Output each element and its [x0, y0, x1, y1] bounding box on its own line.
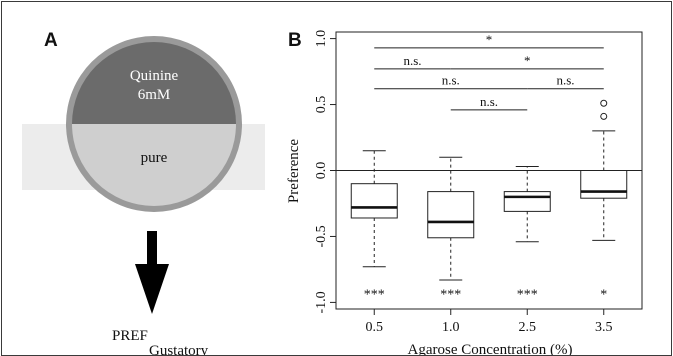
pure-half: [72, 124, 236, 206]
comparison-label: n.s.: [442, 73, 460, 88]
significance-marker: ***: [364, 287, 385, 302]
comparison-label: n.s.: [480, 94, 498, 109]
significance-marker: ***: [440, 287, 461, 302]
x-tick-label: 3.5: [595, 320, 613, 335]
comparison-bar: n.s.: [374, 53, 451, 70]
panel-b-letter: B: [288, 30, 302, 51]
significance-marker: ***: [517, 287, 538, 302]
panel-a-letter: A: [44, 30, 58, 51]
quinine-label: Quinine: [130, 68, 179, 84]
comparison-bar: *: [374, 32, 604, 49]
x-tick-label: 1.0: [442, 320, 460, 335]
y-tick-label: -0.5: [314, 225, 329, 247]
pure-label: pure: [141, 150, 168, 166]
x-axis-label: Agarose Concentration (%): [408, 342, 573, 355]
quinine-concentration-label: 6mM: [138, 87, 171, 103]
comparison-bar: n.s.: [527, 73, 604, 90]
arrow-head: [135, 264, 169, 314]
y-tick-label: 0.0: [314, 162, 329, 180]
iqr-box: [580, 170, 628, 199]
y-tick-label: 1.0: [314, 30, 329, 48]
comparison-bar: n.s.: [374, 73, 528, 90]
comparison-label: *: [524, 53, 531, 68]
y-tick-label: 0.5: [314, 96, 329, 114]
comparison-label: *: [486, 32, 493, 47]
x-tick-label: 2.5: [519, 320, 537, 335]
quinine-half: [72, 42, 236, 124]
outlier-point: [600, 99, 608, 107]
result-label-main: PREF: [112, 328, 148, 344]
box-3-5: [580, 99, 628, 241]
comparison-label: n.s.: [403, 53, 421, 68]
comparison-bar: n.s.: [450, 94, 528, 111]
iqr-box: [427, 191, 475, 239]
y-tick-label: -1.0: [314, 291, 329, 313]
comparison-label: n.s.: [556, 73, 574, 88]
iqr-box: [350, 183, 398, 219]
box-1-0: [427, 156, 475, 281]
x-tick-label: 0.5: [366, 320, 384, 335]
box-2-5: [503, 166, 551, 243]
y-axis-label: Preference: [286, 139, 302, 203]
significance-marker: *: [600, 287, 607, 302]
iqr-box: [503, 191, 551, 212]
arrow-shaft: [147, 231, 157, 269]
box-0-5: [350, 150, 398, 268]
comparison-bar: *: [450, 53, 604, 70]
result-label-subscript: Gustatory: [149, 343, 209, 355]
outlier-point: [600, 112, 608, 120]
